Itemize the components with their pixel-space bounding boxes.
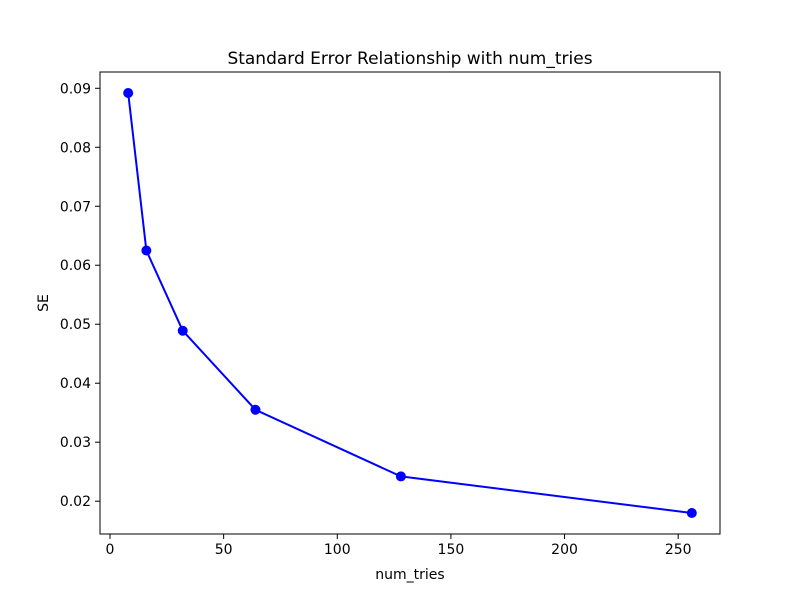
data-point <box>177 325 188 336</box>
y-tick-label: 0.02 <box>60 494 91 510</box>
data-point <box>141 245 152 256</box>
data-line <box>127 92 692 514</box>
y-axis-ticks: 0.02 0.03 0.04 0.05 0.06 0.07 0.08 0.09 <box>60 81 100 510</box>
x-tick-label: 250 <box>665 542 692 558</box>
y-axis-label: SE <box>36 294 52 312</box>
chart-title: Standard Error Relationship with num_tri… <box>227 49 592 69</box>
x-axis-ticks: 0 50 100 150 200 250 <box>106 534 692 558</box>
x-tick-label: 150 <box>438 542 465 558</box>
x-axis-label: num_tries <box>375 567 444 583</box>
y-tick-label: 0.04 <box>60 376 91 392</box>
y-tick-label: 0.03 <box>60 435 91 451</box>
y-tick-label: 0.05 <box>60 317 91 333</box>
data-point <box>123 88 134 98</box>
plot-area <box>99 71 721 535</box>
y-tick-label: 0.07 <box>60 199 91 215</box>
data-point <box>395 471 406 482</box>
data-point <box>250 404 261 415</box>
y-tick-label: 0.06 <box>60 258 91 274</box>
x-tick-label: 100 <box>324 542 351 558</box>
x-tick-label: 50 <box>215 542 233 558</box>
data-point <box>686 508 697 518</box>
x-tick-label: 200 <box>551 542 578 558</box>
y-tick-label: 0.08 <box>60 140 91 156</box>
y-tick-label: 0.09 <box>60 81 91 97</box>
x-tick-label: 0 <box>106 542 115 558</box>
data-point-markers <box>123 88 697 518</box>
